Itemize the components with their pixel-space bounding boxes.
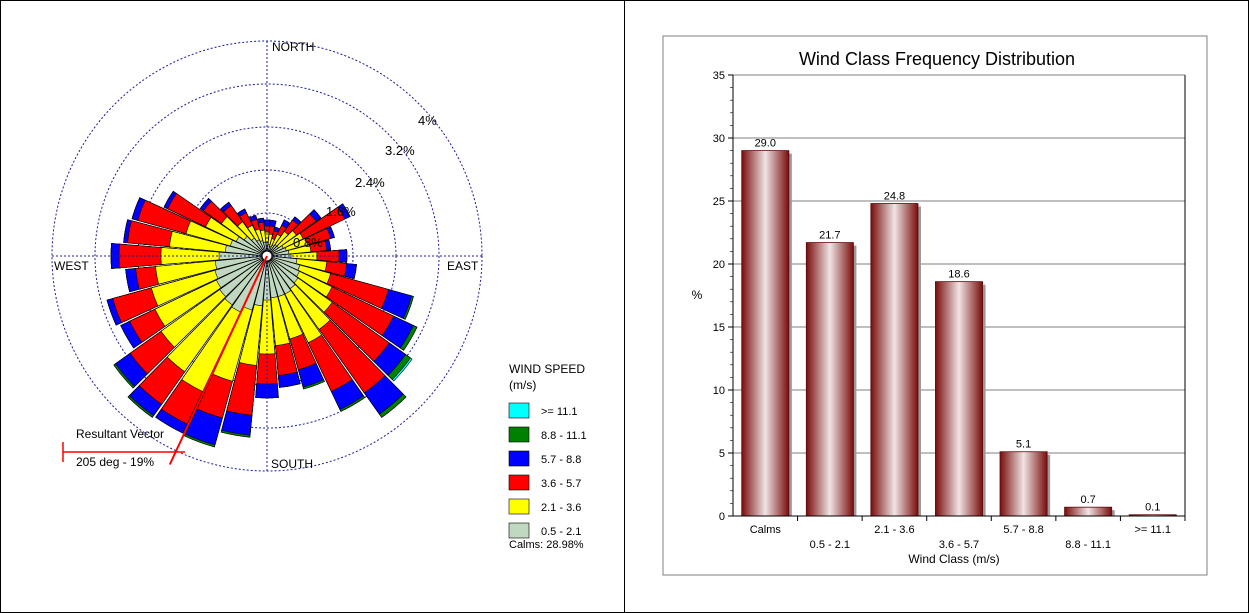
legend-label-4: 2.1 - 3.6	[541, 502, 581, 514]
x-tick-label-2: 2.1 - 3.6	[874, 524, 914, 536]
wind-rose: NORTH SOUTH EAST WEST 0.8% 1.6% 2.4% 3.2…	[0, 0, 624, 613]
ring-label-4: 3.2%	[385, 143, 415, 158]
legend-swatch-1	[509, 427, 529, 442]
bar-4	[1000, 452, 1047, 516]
south-label: SOUTH	[271, 457, 313, 471]
bar-value-label-5: 0.7	[1080, 494, 1095, 506]
east-label: EAST	[447, 259, 479, 273]
ring-label-1: 0.8%	[293, 235, 323, 250]
west-label: WEST	[54, 259, 89, 273]
y-tick-label-3: 15	[713, 322, 725, 334]
bar-0	[742, 151, 789, 516]
legend-label-0: >= 11.1	[541, 406, 578, 418]
bar-value-label-2: 24.8	[884, 191, 905, 203]
legend-title-line1: WIND SPEED	[509, 362, 585, 376]
legend-label-1: 8.8 - 11.1	[541, 430, 587, 442]
bar-5	[1065, 507, 1112, 516]
resultant-title: Resultant Vector	[76, 427, 164, 441]
bar-value-label-4: 5.1	[1016, 439, 1031, 451]
y-tick-label-7: 35	[713, 70, 725, 82]
legend-label-2: 5.7 - 8.8	[541, 454, 581, 466]
calms-text: Calms: 28.98%	[509, 539, 584, 551]
legend-title-line2: (m/s)	[509, 378, 536, 392]
ring-label-3: 2.4%	[355, 175, 385, 190]
y-tick-label-5: 25	[713, 196, 725, 208]
legend-swatch-3	[509, 475, 529, 490]
resultant-value: 205 deg - 19%	[76, 455, 154, 469]
legend-swatch-2	[509, 451, 529, 466]
legend-swatch-4	[509, 499, 529, 514]
ring-label-5: 4%	[418, 113, 437, 128]
ring-label-2: 1.6%	[326, 204, 356, 219]
y-tick-label-2: 10	[713, 385, 725, 397]
bar-value-label-6: 0.1	[1145, 502, 1160, 514]
legend-label-3: 3.6 - 5.7	[541, 478, 581, 490]
x-tick-label-0: Calms	[750, 524, 782, 536]
bar-3	[935, 282, 982, 516]
chart-title: Wind Class Frequency Distribution	[799, 49, 1075, 69]
bar-2	[871, 204, 918, 516]
x-tick-label-3: 3.6 - 5.7	[939, 539, 979, 551]
y-tick-label-6: 30	[713, 133, 725, 145]
y-tick-label-4: 20	[713, 259, 725, 271]
wind-class-chart: Wind Class Frequency Distribution 29.0 21…	[625, 0, 1249, 613]
bar-value-label-1: 21.7	[819, 230, 840, 242]
legend-swatch-5	[509, 523, 529, 538]
x-axis-label: Wind Class (m/s)	[908, 552, 999, 566]
y-tick-label-1: 5	[719, 448, 725, 460]
y-axis-label: %	[692, 288, 703, 302]
bar-value-label-0: 29.0	[755, 138, 776, 150]
x-tick-label-4: 5.7 - 8.8	[1003, 524, 1043, 536]
x-tick-label-5: 8.8 - 11.1	[1065, 539, 1111, 551]
legend-label-5: 0.5 - 2.1	[541, 526, 581, 538]
bar-1	[806, 243, 853, 516]
x-tick-label-6: >= 11.1	[1134, 524, 1171, 536]
x-tick-label-1: 0.5 - 2.1	[810, 539, 850, 551]
bar-value-label-3: 18.6	[948, 269, 969, 281]
north-label: NORTH	[272, 40, 314, 54]
y-tick-label-0: 0	[719, 511, 725, 523]
legend-swatch-0	[509, 403, 529, 418]
